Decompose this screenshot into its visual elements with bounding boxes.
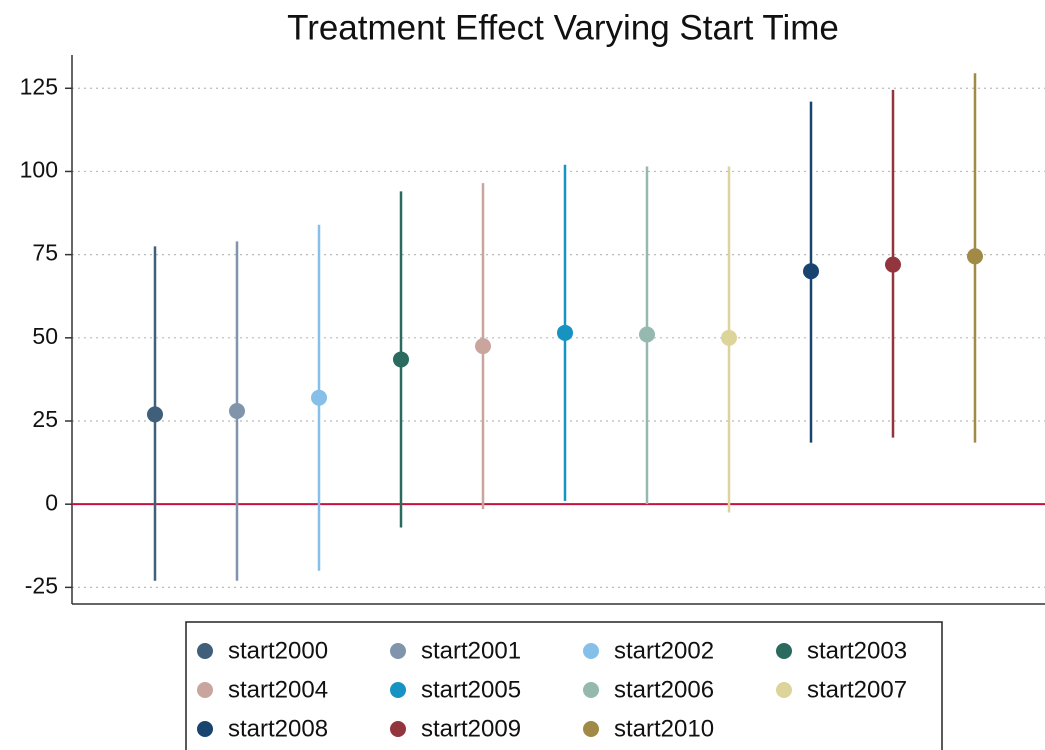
y-tick-label: 50 [32,323,58,349]
legend-label: start2000 [228,637,328,664]
y-tick-label: 100 [20,157,58,183]
legend-marker [197,682,213,698]
legend-label: start2001 [421,637,521,664]
legend-marker [390,682,406,698]
legend-marker [583,643,599,659]
legend-label: start2006 [614,676,714,703]
y-tick-label: 75 [32,240,58,266]
legend-label: start2002 [614,637,714,664]
y-tick-label: 25 [32,406,58,432]
legend-marker [390,721,406,737]
point-estimate [393,351,409,368]
legend-label: start2010 [614,715,714,742]
point-estimate [721,329,737,346]
legend-marker [583,721,599,737]
legend-label: start2005 [421,676,521,703]
y-tick-label: -25 [25,572,58,598]
point-estimate [803,263,819,280]
legend-label: start2007 [807,676,907,703]
legend-label: start2008 [228,715,328,742]
legend-label: start2003 [807,637,907,664]
point-estimate [475,338,491,355]
point-estimate [557,324,573,341]
legend-marker [583,682,599,698]
y-tick-label: 125 [20,73,58,99]
point-estimate [311,389,327,406]
point-estimate [229,403,245,420]
legend-marker [197,643,213,659]
legend-label: start2004 [228,676,328,703]
legend-marker [390,643,406,659]
legend-marker [776,682,792,698]
point-estimate [639,326,655,343]
chart-title: Treatment Effect Varying Start Time [287,8,839,47]
point-estimate [147,406,163,423]
point-estimate [885,256,901,273]
legend-marker [197,721,213,737]
legend-box [185,621,943,750]
point-estimate [967,248,983,265]
y-tick-label: 0 [45,489,58,515]
legend-label: start2009 [421,715,521,742]
legend-marker [776,643,792,659]
